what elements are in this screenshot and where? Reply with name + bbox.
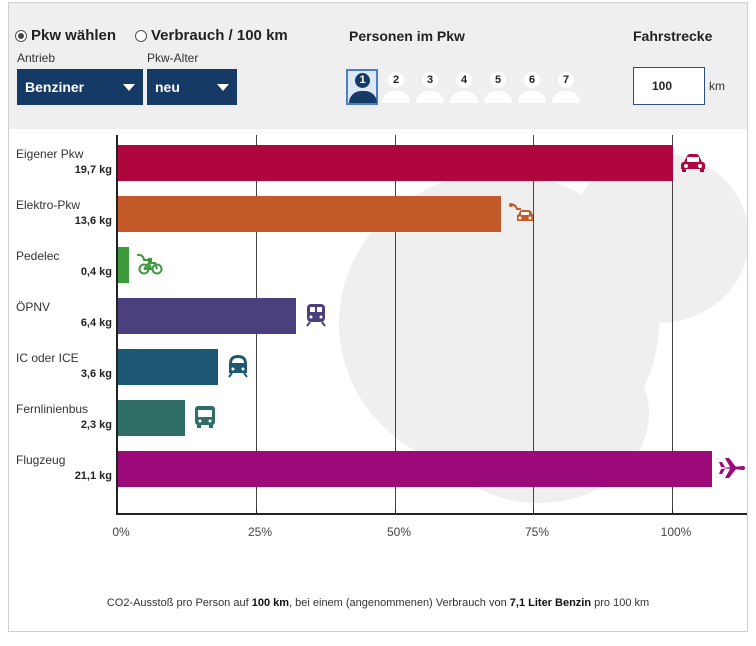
person-option-7[interactable]: 7 (550, 69, 582, 105)
co2-bar-chart: Eigener Pkw 19,7 kg Elektro-Pkw 13,6 kg Pede… (9, 129, 747, 549)
bar-4 (118, 298, 296, 334)
gridline (395, 135, 396, 513)
bar-5 (118, 349, 218, 385)
bar-7 (118, 451, 712, 487)
gridline (533, 135, 534, 513)
mode-radio-label: Pkw wählen (31, 27, 117, 44)
person-icon (484, 91, 512, 103)
distance-heading: Fahrstrecke (633, 28, 713, 44)
person-number: 5 (490, 72, 506, 88)
person-icon (349, 91, 377, 103)
chevron-down-icon (217, 84, 229, 91)
person-number: 3 (422, 72, 438, 88)
x-tick-label: 50% (386, 525, 412, 539)
pkw-alter-select[interactable]: neu (147, 69, 237, 105)
x-tick (533, 509, 534, 515)
bus-icon (191, 405, 219, 429)
pkw-alter-label: Pkw-Alter (147, 51, 199, 65)
value-label: 21,1 kg (74, 470, 112, 482)
person-option-4[interactable]: 4 (448, 69, 480, 105)
person-option-3[interactable]: 3 (414, 69, 446, 105)
bar-3 (118, 247, 129, 283)
person-option-2[interactable]: 2 (380, 69, 412, 105)
x-tick-label: 75% (524, 525, 550, 539)
mode-radio-verbrauch[interactable]: Verbrauch / 100 km (135, 27, 288, 44)
radio-unselected-icon (135, 29, 147, 42)
value-label: 19,7 kg (74, 164, 112, 176)
mode-radio-pkw[interactable]: Pkw wählen (15, 27, 116, 44)
value-label: 6,4 kg (80, 317, 112, 329)
car-icon (679, 150, 707, 174)
ice-train-icon (224, 354, 252, 378)
x-tick-label: 0% (112, 525, 130, 539)
airplane-icon (718, 456, 746, 480)
x-axis-line (116, 513, 747, 515)
x-tick-label: 100% (660, 525, 692, 539)
antrieb-select[interactable]: Benziner (17, 69, 143, 105)
pkw-alter-value: neu (155, 79, 180, 95)
value-label: 0,4 kg (80, 266, 112, 278)
x-tick-label: 25% (247, 525, 273, 539)
gridline (672, 135, 673, 513)
person-number: 4 (456, 72, 472, 88)
x-tick (395, 509, 396, 515)
person-number: 1 (355, 73, 370, 88)
x-tick (672, 509, 673, 515)
person-icon (416, 91, 444, 103)
x-tick (256, 509, 257, 515)
category-label: Flugzeug (16, 453, 66, 467)
person-number: 2 (388, 72, 404, 88)
chevron-down-icon (123, 84, 135, 91)
person-option-6[interactable]: 6 (516, 69, 548, 105)
category-label: IC oder ICE (16, 351, 79, 365)
person-icon (450, 91, 478, 103)
person-number: 7 (558, 72, 574, 88)
radio-selected-icon (15, 29, 27, 42)
bar-1 (118, 145, 673, 181)
antrieb-label: Antrieb (17, 51, 56, 65)
antrieb-value: Benziner (25, 79, 85, 95)
controls-panel: Pkw wählen Verbrauch / 100 km Antrieb Pk… (9, 3, 747, 129)
distance-input[interactable]: 100 (633, 67, 705, 105)
electric-car-icon (507, 201, 535, 225)
category-label: ÖPNV (16, 300, 51, 314)
category-label: Eigener Pkw (16, 147, 84, 161)
person-option-1[interactable]: 1 (346, 69, 378, 105)
persons-heading: Personen im Pkw (349, 28, 465, 44)
pedelec-icon (135, 252, 163, 276)
person-icon (382, 91, 410, 103)
train-icon (302, 303, 330, 327)
x-tick (117, 509, 118, 515)
value-label: 2,3 kg (80, 419, 112, 431)
footnote: CO2-Ausstoß pro Person auf 100 km, bei e… (106, 597, 650, 609)
category-label: Fernlinienbus (16, 402, 89, 416)
distance-unit: km (709, 79, 725, 93)
value-label: 3,6 kg (80, 368, 112, 380)
calculator-frame: Pkw wählen Verbrauch / 100 km Antrieb Pk… (8, 2, 748, 632)
mode-radio-label: Verbrauch / 100 km (151, 27, 288, 44)
value-label: 13,6 kg (74, 215, 112, 227)
y-axis-line (116, 135, 118, 515)
background-shape (569, 153, 747, 323)
person-option-5[interactable]: 5 (482, 69, 514, 105)
bar-6 (118, 400, 185, 436)
bar-2 (118, 196, 501, 232)
person-number: 6 (524, 72, 540, 88)
person-icon (552, 91, 580, 103)
person-icon (518, 91, 546, 103)
category-label: Pedelec (16, 249, 60, 263)
category-label: Elektro-Pkw (16, 198, 81, 212)
